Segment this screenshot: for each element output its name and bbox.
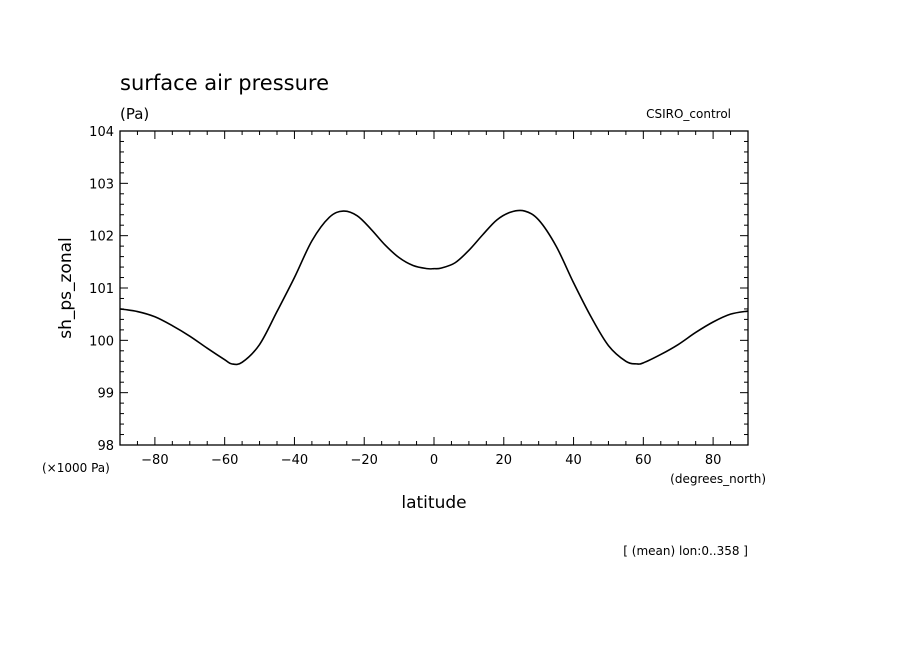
y-tick-label: 99 (97, 387, 114, 402)
x-tick-label: −20 (351, 453, 378, 468)
chart-title: surface air pressure (120, 71, 329, 95)
y-axis-title: sh_ps_zonal (56, 237, 76, 339)
plot-frame (119, 130, 749, 446)
source-label: CSIRO_control (646, 107, 731, 121)
x-tick-label: 40 (565, 453, 582, 468)
chart-subtitle: (Pa) (120, 105, 149, 123)
y-tick-label: 103 (89, 177, 114, 192)
series-line (119, 209, 749, 366)
y-tick-label: 101 (89, 282, 114, 297)
x-axis-title: latitude (401, 493, 466, 513)
x-tick-label: 0 (430, 453, 438, 468)
y-tick-labels: 98 99 100 101 102 103 104 (89, 125, 114, 454)
y-scale-note: (×1000 Pa) (42, 461, 110, 475)
y-tick-label: 100 (89, 334, 114, 349)
x-tick-label: 20 (496, 453, 513, 468)
x-tick-labels: −80 −60 −40 −20 0 20 40 60 80 (141, 453, 721, 468)
x-tick-label: 80 (705, 453, 722, 468)
axis-ticks (119, 130, 749, 446)
x-tick-label: −80 (141, 453, 168, 468)
x-tick-label: −60 (211, 453, 238, 468)
x-units-note: (degrees_north) (670, 472, 766, 486)
x-tick-label: 60 (635, 453, 652, 468)
footnote: [ (mean) lon:0..358 ] (623, 544, 748, 558)
x-tick-label: −40 (281, 453, 308, 468)
y-tick-label: 98 (97, 439, 114, 454)
y-tick-label: 102 (89, 230, 114, 245)
y-tick-label: 104 (89, 125, 114, 140)
